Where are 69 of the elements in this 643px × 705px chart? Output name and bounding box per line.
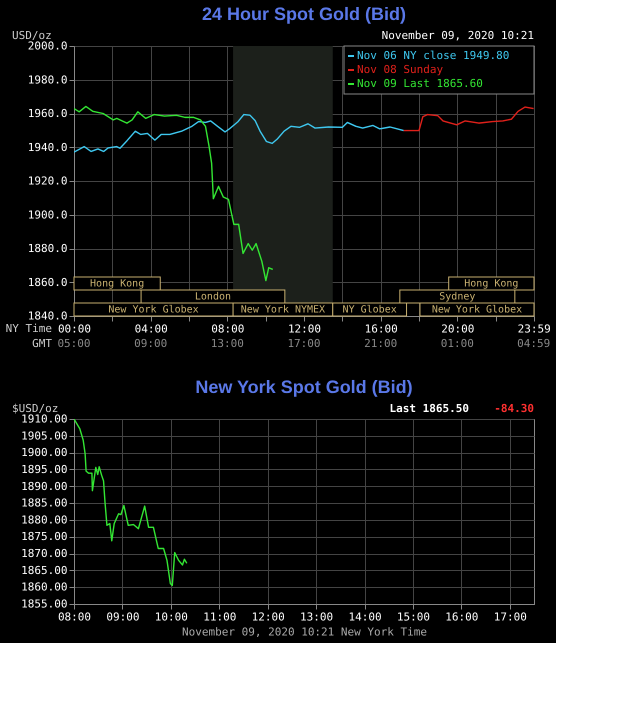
x2-tick-label: 21:00 [364, 337, 398, 350]
x-tick-label: 12:00 [288, 322, 322, 336]
text: November 09, 2020 10:21 [382, 29, 534, 42]
text: -84.30 [494, 402, 534, 415]
x-tick-label: 08:00 [211, 322, 244, 336]
y-tick-label: 1885.00 [21, 496, 68, 510]
y-tick-label: 1940.0 [28, 140, 68, 154]
y-tick-label: 1900.00 [21, 446, 68, 460]
band-label: Sydney [439, 292, 476, 302]
y-tick-label: 1920.0 [28, 174, 68, 188]
x-tick-label: 15:00 [396, 610, 430, 624]
y-tick-label: 1880.0 [28, 242, 68, 255]
chart-title: 24 Hour Spot Gold (Bid) [202, 4, 406, 24]
line-series [74, 419, 188, 586]
chart-title: New York Spot Gold (Bid) [195, 377, 413, 397]
y-tick-label: 1860.0 [28, 276, 68, 289]
band-label: New York Globex [432, 304, 522, 316]
y-tick-label: 1910.00 [21, 412, 68, 426]
x-tick-label: 16:00 [445, 610, 478, 624]
x-tick-label: 20:00 [441, 322, 474, 336]
x-tick-label: 17:00 [494, 610, 527, 624]
x-tick-label: 14:00 [348, 610, 382, 624]
y-tick-label: 1895.00 [21, 462, 68, 476]
band-label: New York NYMEX [240, 304, 326, 316]
x2-tick-label: 04:59 [517, 337, 550, 350]
x2-tick-label: 01:00 [440, 337, 474, 350]
y-tick-label: 1870.00 [21, 547, 68, 560]
band-label: Hong Kong [90, 278, 144, 290]
x-tick-label: 10:00 [154, 610, 188, 624]
y-tick-label: 1865.00 [21, 564, 68, 577]
legend-label: Nov 09 Last 1865.60 [357, 77, 483, 90]
x-tick-label: 11:00 [203, 610, 236, 624]
legend-label: Nov 06 NY close 1949.80 [357, 49, 510, 62]
y-tick-label: 1980.0 [28, 73, 68, 86]
x-axis-title: November 09, 2020 10:21 New York Time [182, 626, 428, 638]
y-tick-label: 1860.00 [21, 580, 68, 594]
y-tick-label: 1880.00 [21, 513, 68, 526]
y-axis-title: USD/oz [12, 29, 52, 42]
legend-label: Nov 08 Sunday [357, 63, 444, 76]
y-tick-label: 1840.0 [28, 310, 68, 322]
y-tick-label: 2000.0 [28, 40, 68, 52]
y-tick-label: 1905.00 [21, 429, 68, 442]
x2-tick-label: 13:00 [210, 337, 244, 350]
text: Last 1865.50 [390, 402, 469, 415]
y-axis-title: $USD/oz [12, 402, 58, 415]
band-label: Hong Kong [464, 278, 518, 290]
y-tick-label: 1890.00 [21, 480, 68, 493]
y-tick-label: 1875.00 [21, 530, 68, 544]
x-tick-label: 08:00 [58, 610, 92, 624]
y-tick-label: 1900.0 [28, 208, 68, 222]
y-tick-label: 1855.00 [21, 598, 68, 610]
x-tick-label: 00:00 [58, 322, 92, 336]
x-tick-label: 04:00 [134, 322, 168, 336]
x2-tick-label: 09:00 [134, 337, 168, 350]
band-label: NY Globex [342, 304, 397, 316]
y-tick-label: 1960.0 [28, 107, 68, 120]
x2-tick-label: 17:00 [287, 337, 321, 350]
x-tick-label: 23:59 [518, 322, 551, 336]
x-tick-label: 12:00 [252, 610, 285, 624]
x2-axis-title: GMT [32, 337, 52, 350]
x-tick-label: 13:00 [300, 610, 334, 624]
x-axis-title: NY Time [6, 322, 52, 335]
x-tick-label: 16:00 [364, 322, 398, 336]
x2-tick-label: 05:00 [57, 337, 91, 350]
x-tick-label: 09:00 [106, 610, 140, 624]
band-label: London [194, 292, 232, 302]
line-series [74, 114, 404, 153]
line-series [402, 106, 534, 132]
band-label: New York Globex [108, 304, 199, 316]
